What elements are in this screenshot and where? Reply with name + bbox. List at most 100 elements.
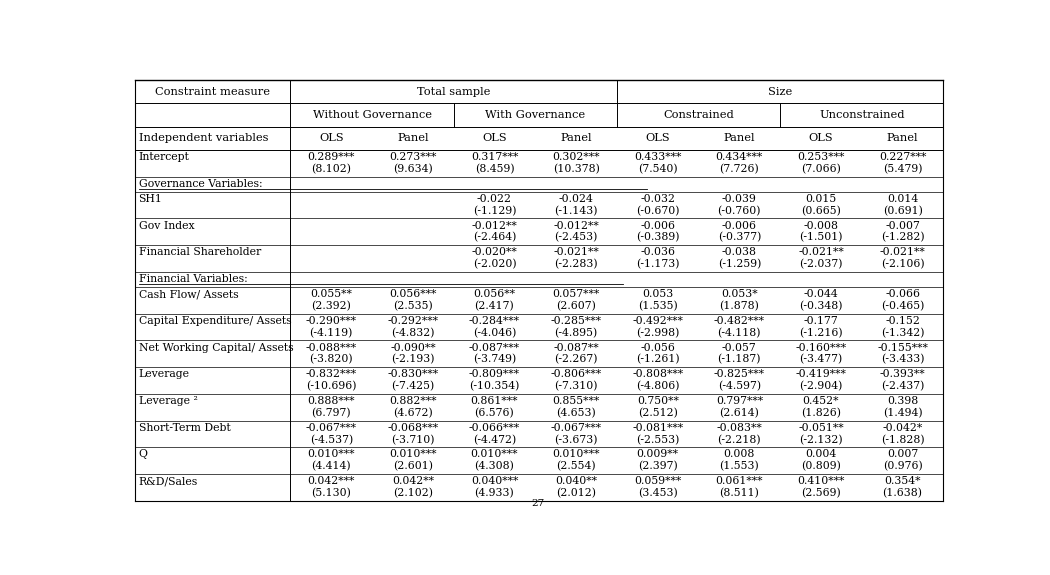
Text: -0.012**: -0.012** bbox=[471, 221, 518, 231]
Text: (0.665): (0.665) bbox=[801, 206, 841, 216]
Text: (0.809): (0.809) bbox=[801, 461, 841, 472]
Text: (-0.465): (-0.465) bbox=[881, 301, 924, 311]
Text: (-1.828): (-1.828) bbox=[881, 435, 924, 445]
Text: -0.067***: -0.067*** bbox=[550, 423, 602, 433]
Text: Leverage ²: Leverage ² bbox=[139, 396, 197, 406]
Text: -0.081***: -0.081*** bbox=[632, 423, 684, 433]
Text: Without Governance: Without Governance bbox=[313, 110, 432, 120]
Text: (-2.453): (-2.453) bbox=[554, 232, 597, 243]
Text: 0.861***: 0.861*** bbox=[470, 396, 519, 406]
Text: (3.453): (3.453) bbox=[637, 488, 677, 499]
Text: 0.010***: 0.010*** bbox=[470, 450, 519, 459]
Text: -0.051**: -0.051** bbox=[798, 423, 844, 433]
Text: (7.540): (7.540) bbox=[638, 164, 677, 174]
Text: (-2.020): (-2.020) bbox=[472, 259, 517, 270]
Text: -0.008: -0.008 bbox=[803, 221, 839, 231]
Text: -0.039: -0.039 bbox=[722, 194, 757, 204]
Text: Financial Variables:: Financial Variables: bbox=[139, 274, 248, 284]
Text: (-2.037): (-2.037) bbox=[799, 259, 843, 270]
Text: 0.055**: 0.055** bbox=[311, 289, 352, 299]
Text: -0.419***: -0.419*** bbox=[796, 369, 846, 380]
Text: (-3.673): (-3.673) bbox=[554, 435, 597, 445]
Text: 0.855***: 0.855*** bbox=[552, 396, 600, 406]
Text: (0.691): (0.691) bbox=[883, 206, 923, 216]
Text: -0.021**: -0.021** bbox=[798, 247, 844, 257]
Text: (1.638): (1.638) bbox=[883, 488, 923, 499]
Text: 0.253***: 0.253*** bbox=[797, 152, 844, 162]
Text: 0.042***: 0.042*** bbox=[308, 476, 355, 486]
Text: -0.044: -0.044 bbox=[803, 289, 838, 299]
Text: 0.053*: 0.053* bbox=[721, 289, 758, 299]
Text: (5.130): (5.130) bbox=[312, 488, 351, 499]
Text: Gov Index: Gov Index bbox=[139, 221, 194, 231]
Text: 0.056**: 0.056** bbox=[474, 289, 516, 299]
Text: Governance Variables:: Governance Variables: bbox=[139, 179, 262, 189]
Text: -0.042*: -0.042* bbox=[882, 423, 923, 433]
Text: -0.088***: -0.088*** bbox=[306, 343, 357, 352]
Text: 0.059***: 0.059*** bbox=[634, 476, 681, 486]
Text: -0.067***: -0.067*** bbox=[306, 423, 357, 433]
Text: (4.933): (4.933) bbox=[475, 488, 514, 499]
Text: 0.452*: 0.452* bbox=[802, 396, 839, 406]
Text: Net Working Capital/ Assets: Net Working Capital/ Assets bbox=[139, 343, 293, 352]
Text: (-4.472): (-4.472) bbox=[472, 435, 517, 445]
Text: -0.066: -0.066 bbox=[885, 289, 920, 299]
Text: (-7.425): (-7.425) bbox=[392, 381, 435, 392]
Text: (2.607): (2.607) bbox=[556, 301, 596, 311]
Text: (-7.310): (-7.310) bbox=[554, 381, 597, 392]
Text: 0.040***: 0.040*** bbox=[470, 476, 519, 486]
Text: 0.053: 0.053 bbox=[643, 289, 673, 299]
Text: (-2.437): (-2.437) bbox=[881, 381, 924, 392]
Text: 0.004: 0.004 bbox=[805, 450, 837, 459]
Text: 0.042**: 0.042** bbox=[392, 476, 434, 486]
Text: (-1.143): (-1.143) bbox=[554, 206, 597, 216]
Text: 0.289***: 0.289*** bbox=[308, 152, 355, 162]
Text: (-4.832): (-4.832) bbox=[392, 328, 435, 338]
Text: (-2.218): (-2.218) bbox=[717, 435, 761, 445]
Text: 0.227***: 0.227*** bbox=[879, 152, 926, 162]
Text: -0.825***: -0.825*** bbox=[714, 369, 764, 380]
Text: Capital Expenditure/ Assets: Capital Expenditure/ Assets bbox=[139, 316, 291, 326]
Text: 0.010***: 0.010*** bbox=[552, 450, 600, 459]
Text: Short-Term Debt: Short-Term Debt bbox=[139, 423, 230, 433]
Text: 0.398: 0.398 bbox=[887, 396, 918, 406]
Text: -0.006: -0.006 bbox=[721, 221, 757, 231]
Text: (-2.998): (-2.998) bbox=[636, 328, 679, 338]
Text: (-2.193): (-2.193) bbox=[392, 354, 435, 365]
Text: (2.102): (2.102) bbox=[393, 488, 433, 499]
Text: (2.569): (2.569) bbox=[801, 488, 841, 499]
Text: (-4.119): (-4.119) bbox=[310, 328, 353, 338]
Text: (-2.904): (-2.904) bbox=[799, 381, 843, 392]
Text: -0.482***: -0.482*** bbox=[714, 316, 764, 326]
Text: (9.634): (9.634) bbox=[393, 164, 433, 174]
Text: (-2.132): (-2.132) bbox=[799, 435, 843, 445]
Text: 0.410***: 0.410*** bbox=[797, 476, 844, 486]
Text: -0.284***: -0.284*** bbox=[469, 316, 520, 326]
Text: R&D/Sales: R&D/Sales bbox=[139, 476, 197, 486]
Text: 0.354*: 0.354* bbox=[884, 476, 921, 486]
Text: -0.155***: -0.155*** bbox=[877, 343, 928, 352]
Text: Cash Flow/ Assets: Cash Flow/ Assets bbox=[139, 289, 238, 299]
Text: -0.032: -0.032 bbox=[640, 194, 675, 204]
Text: With Governance: With Governance bbox=[485, 110, 585, 120]
Text: Panel: Panel bbox=[887, 133, 919, 143]
Text: (-2.106): (-2.106) bbox=[881, 259, 924, 270]
Text: -0.020**: -0.020** bbox=[471, 247, 518, 257]
Text: 0.014: 0.014 bbox=[887, 194, 918, 204]
Text: (-3.710): (-3.710) bbox=[392, 435, 435, 445]
Text: OLS: OLS bbox=[646, 133, 670, 143]
Text: 0.040**: 0.040** bbox=[555, 476, 597, 486]
Text: (8.102): (8.102) bbox=[311, 164, 352, 174]
Text: (-1.259): (-1.259) bbox=[717, 259, 761, 270]
Text: (5.479): (5.479) bbox=[883, 164, 922, 174]
Text: 0.015: 0.015 bbox=[805, 194, 837, 204]
Text: 0.056***: 0.056*** bbox=[390, 289, 437, 299]
Text: (-4.597): (-4.597) bbox=[718, 381, 761, 392]
Text: -0.056: -0.056 bbox=[640, 343, 675, 352]
Text: (2.397): (2.397) bbox=[637, 461, 677, 472]
Text: -0.292***: -0.292*** bbox=[387, 316, 439, 326]
Text: (-2.464): (-2.464) bbox=[472, 232, 517, 243]
Text: (-3.477): (-3.477) bbox=[799, 354, 842, 365]
Text: -0.808***: -0.808*** bbox=[632, 369, 684, 380]
Text: Intercept: Intercept bbox=[139, 152, 189, 162]
